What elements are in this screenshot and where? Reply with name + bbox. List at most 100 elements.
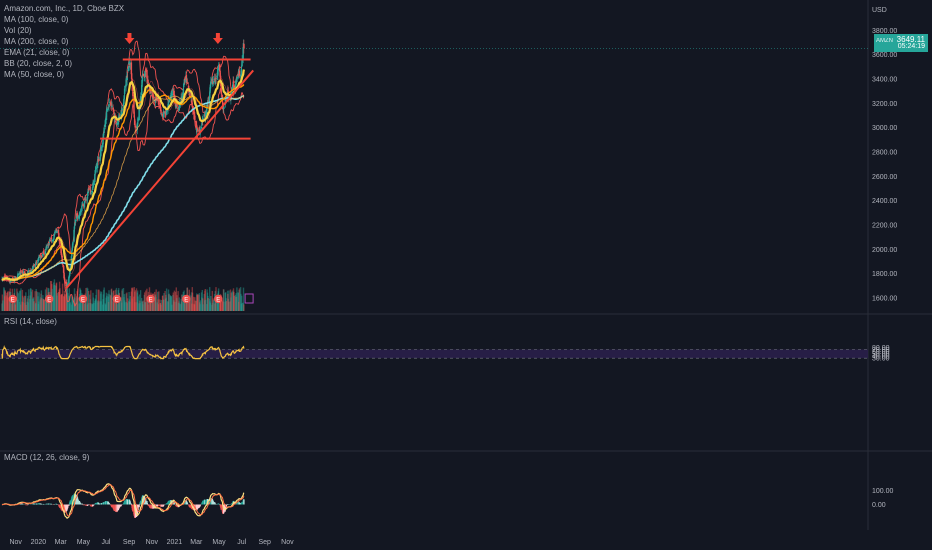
candle-body bbox=[143, 77, 146, 78]
volume-bar bbox=[39, 297, 42, 311]
macd-histogram-bar bbox=[85, 504, 87, 506]
volume-bar bbox=[178, 301, 180, 311]
macd-histogram-bar bbox=[155, 504, 157, 507]
indicator-ma50[interactable]: MA (50, close, 0) bbox=[4, 70, 65, 79]
volume-bar bbox=[3, 296, 6, 311]
macd-histogram-bar bbox=[33, 503, 35, 505]
candle-body bbox=[34, 264, 37, 267]
indicator-vol[interactable]: Vol (20) bbox=[4, 26, 32, 35]
candle-body bbox=[70, 256, 73, 266]
candle-body bbox=[152, 94, 154, 99]
volume-bar bbox=[185, 300, 187, 311]
price-tick-label: 1800.00 bbox=[872, 271, 897, 278]
volume-bar bbox=[199, 304, 201, 311]
candle-body bbox=[186, 81, 188, 83]
ma100-line bbox=[1, 94, 245, 281]
candle-body bbox=[37, 258, 40, 261]
macd-title[interactable]: MACD (12, 26, close, 9) bbox=[4, 453, 90, 462]
rsi-title[interactable]: RSI (14, close) bbox=[4, 317, 57, 326]
time-tick-label: Nov bbox=[9, 539, 22, 546]
candle-body bbox=[107, 107, 109, 109]
volume-bar bbox=[100, 301, 102, 311]
volume-bar bbox=[241, 295, 243, 311]
earnings-letter: E bbox=[149, 298, 153, 304]
macd-histogram-bar bbox=[46, 503, 48, 505]
indicator-ma200[interactable]: MA (200, close, 0) bbox=[4, 37, 69, 46]
candle-body bbox=[133, 115, 135, 118]
candle-body bbox=[100, 146, 103, 148]
volume-bar bbox=[63, 290, 66, 311]
candle-body bbox=[126, 72, 128, 81]
volume-bar bbox=[178, 303, 181, 311]
volume-bar bbox=[128, 299, 131, 311]
volume-bar bbox=[227, 298, 229, 311]
candle-body bbox=[82, 204, 85, 207]
candle-body bbox=[100, 149, 102, 156]
candle-body bbox=[121, 108, 124, 110]
candle-body bbox=[155, 96, 157, 101]
volume-bar bbox=[31, 289, 34, 311]
candle-body bbox=[136, 122, 139, 124]
volume-bar bbox=[128, 292, 130, 311]
volume-bar bbox=[155, 297, 157, 311]
volume-bar bbox=[87, 303, 89, 311]
candle-body bbox=[159, 103, 161, 109]
candle-body bbox=[220, 86, 222, 94]
candle-body bbox=[34, 266, 36, 268]
volume-bar bbox=[17, 293, 20, 311]
volume-bar bbox=[230, 293, 232, 311]
indicator-ema21[interactable]: EMA (21, close, 0) bbox=[4, 48, 70, 57]
volume-bar bbox=[121, 290, 123, 311]
candle-body bbox=[189, 93, 191, 96]
candle-body bbox=[96, 160, 99, 169]
candle-body bbox=[147, 79, 149, 84]
volume-bar bbox=[237, 292, 239, 311]
price-tick-label: 1600.00 bbox=[872, 296, 897, 303]
time-tick-label: Jul bbox=[102, 539, 111, 546]
candle-body bbox=[27, 271, 30, 273]
candle-body bbox=[63, 277, 66, 280]
candle-body bbox=[103, 127, 105, 133]
volume-bar bbox=[11, 303, 13, 311]
volume-bar bbox=[185, 295, 187, 311]
volume-bar bbox=[15, 298, 17, 311]
candle-body bbox=[42, 254, 44, 257]
volume-bar bbox=[228, 301, 230, 311]
macd-histogram-bar bbox=[82, 504, 85, 506]
volume-bar bbox=[53, 285, 55, 311]
candle-body bbox=[32, 266, 34, 270]
volume-bar bbox=[194, 300, 196, 311]
macd-histogram-bar bbox=[150, 504, 152, 509]
candle-body bbox=[190, 99, 193, 101]
volume-bar bbox=[133, 287, 135, 311]
candle-body bbox=[201, 120, 203, 124]
volume-bar bbox=[102, 294, 105, 311]
macd-histogram-bar bbox=[176, 504, 178, 507]
volume-bar bbox=[180, 301, 183, 311]
candle-body bbox=[165, 110, 168, 112]
candle-body bbox=[61, 256, 63, 262]
macd-histogram-bar bbox=[137, 504, 139, 511]
candle-body bbox=[239, 75, 242, 77]
candle-body bbox=[100, 147, 102, 152]
candle-body bbox=[94, 169, 97, 171]
time-tick-label: Nov bbox=[146, 539, 159, 546]
volume-bar bbox=[232, 288, 235, 311]
volume-bar bbox=[78, 303, 80, 311]
candle-body bbox=[41, 255, 43, 258]
symbol-title[interactable]: Amazon.com, Inc., 1D, Cboe BZX bbox=[4, 4, 125, 13]
volume-bar bbox=[204, 299, 207, 311]
volume-bar bbox=[87, 291, 90, 311]
candle-body bbox=[42, 251, 45, 254]
indicator-bb[interactable]: BB (20, close, 2, 0) bbox=[4, 59, 73, 68]
volume-bar bbox=[214, 303, 216, 311]
candle-body bbox=[163, 111, 165, 114]
candle-body bbox=[186, 82, 189, 84]
volume-bar bbox=[124, 302, 126, 311]
volume-bar bbox=[54, 285, 56, 311]
candle-body bbox=[55, 229, 57, 231]
macd-histogram-bar bbox=[225, 504, 228, 507]
indicator-ma100[interactable]: MA (100, close, 0) bbox=[4, 15, 69, 24]
candle-body bbox=[30, 269, 33, 273]
volume-bar bbox=[130, 291, 132, 311]
